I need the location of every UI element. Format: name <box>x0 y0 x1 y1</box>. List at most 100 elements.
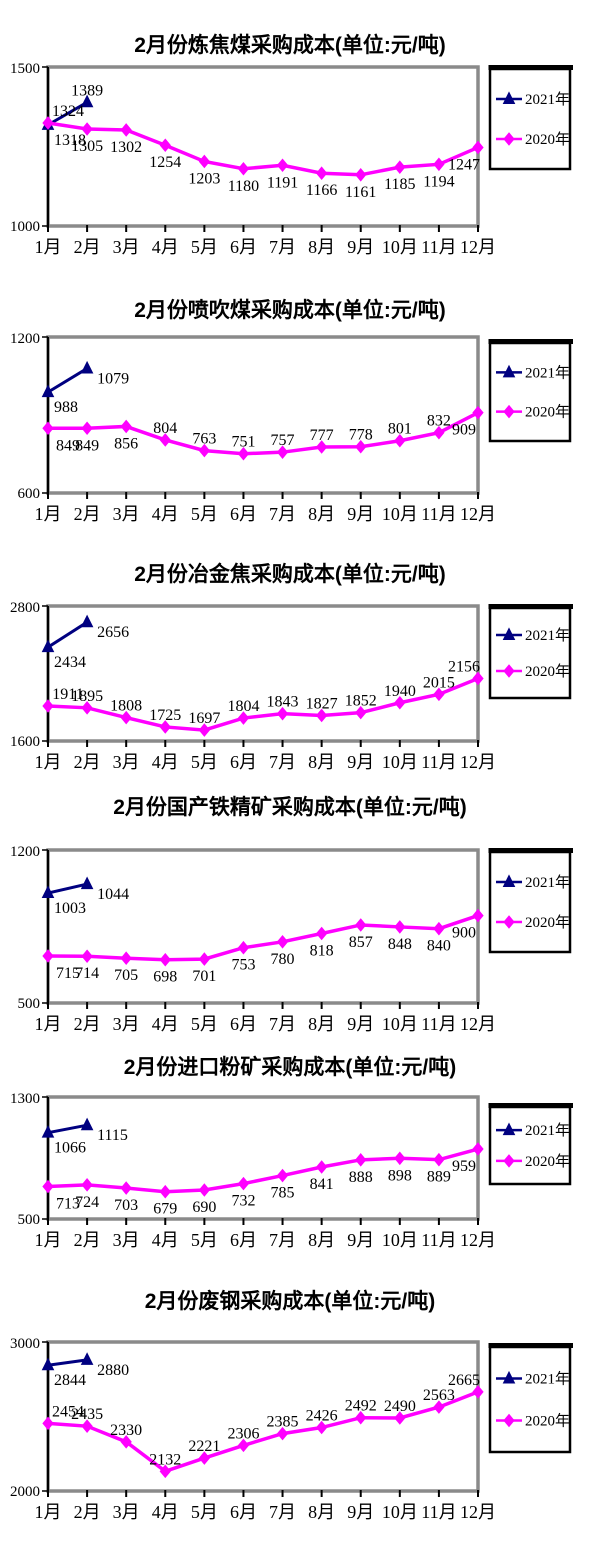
data-label: 777 <box>310 427 334 444</box>
x-axis-label: 11月 <box>421 504 456 524</box>
series-2020-line <box>48 411 479 456</box>
data-label: 2156 <box>448 658 480 675</box>
x-axis-label: 1月 <box>35 1502 62 1522</box>
x-axis-label: 1月 <box>35 1014 62 1034</box>
series-2021-line <box>47 1123 88 1135</box>
series-2020-marker <box>42 699 54 713</box>
chart-5: 1300 500 1月 2月 3月 4月 5月 6月 7月 8月 9月 10月 11月 12月 713724… <box>10 1091 573 1250</box>
series-2020-marker <box>120 419 132 434</box>
series-2020-marker <box>355 1410 367 1425</box>
data-label: 690 <box>192 1199 216 1216</box>
series-2020-marker <box>198 154 211 169</box>
series-2020-marker <box>237 446 250 461</box>
x-axis-label: 3月 <box>113 1502 140 1522</box>
x-axis-label: 2月 <box>74 237 101 257</box>
data-label: 2490 <box>384 1398 416 1415</box>
x-axis-label: 10月 <box>382 237 418 257</box>
legend-marker-triangle <box>502 1370 516 1384</box>
data-label: 2435 <box>71 1406 103 1423</box>
data-label: 1852 <box>345 693 377 710</box>
data-label: 1804 <box>227 698 259 715</box>
series-2020-marker <box>433 1152 445 1167</box>
series-2020-marker <box>237 1176 250 1191</box>
x-axis-label: 5月 <box>191 1502 218 1522</box>
y-axis-label-max: 3000 <box>10 1336 40 1352</box>
data-label: 714 <box>75 965 99 982</box>
series-2021-line <box>47 367 88 394</box>
x-axis-label: 1月 <box>35 752 62 772</box>
data-label: 705 <box>114 967 138 984</box>
series-2020-marker <box>315 440 328 454</box>
legend-box <box>488 67 572 171</box>
legend-label: 2020年 <box>525 131 570 148</box>
y-axis-label-max: 1200 <box>10 331 40 347</box>
x-axis-label: 3月 <box>113 504 140 524</box>
x-axis-label: 5月 <box>191 237 218 257</box>
data-label: 2665 <box>448 1372 480 1389</box>
legend-box <box>488 1345 572 1454</box>
series-2020-marker <box>276 445 289 459</box>
x-axis-label: 9月 <box>347 1230 374 1250</box>
series-2021-marker <box>41 1357 55 1371</box>
series-2021-marker <box>41 639 55 653</box>
series-2021-marker <box>41 1125 55 1138</box>
series-2020-marker <box>394 433 406 448</box>
x-axis-label: 10月 <box>382 1014 418 1034</box>
x-axis-label: 1月 <box>35 1230 62 1250</box>
legend-marker-triangle <box>502 627 516 640</box>
x-axis-label: 8月 <box>308 1230 335 1250</box>
series-2021-marker <box>41 384 55 398</box>
x-axis-label: 12月 <box>460 1502 496 1522</box>
x-axis-label: 9月 <box>347 752 374 772</box>
chart-title-domestic-iron-concentrate: 2月份国产铁精矿采购成本(单位:元/吨) <box>113 795 467 819</box>
data-label: 900 <box>452 925 476 942</box>
plot-area <box>46 604 480 743</box>
data-label: 898 <box>388 1167 412 1184</box>
series-2020-marker <box>159 433 171 447</box>
x-axis-label: 9月 <box>347 1014 374 1034</box>
series-2020-marker <box>433 687 445 702</box>
x-axis-label: 6月 <box>230 1014 257 1034</box>
x-axis-label: 5月 <box>191 752 218 772</box>
data-label: 763 <box>192 431 216 448</box>
x-axis-label: 7月 <box>269 1014 296 1034</box>
series-2020-marker <box>433 921 445 936</box>
data-label: 785 <box>271 1185 295 1202</box>
series-2020-marker <box>433 157 445 172</box>
series-2020-marker <box>315 166 328 180</box>
x-axis-label: 12月 <box>460 1014 496 1034</box>
data-label: 2563 <box>423 1387 455 1404</box>
data-label: 801 <box>388 421 412 438</box>
data-label: 2221 <box>188 1438 220 1455</box>
data-label: 1318 <box>54 132 86 149</box>
legend-label: 2021年 <box>525 364 570 381</box>
series-2020-marker <box>159 1464 171 1479</box>
series-2020-marker <box>81 701 93 715</box>
x-axis-label: 5月 <box>191 1230 218 1250</box>
data-label: 2426 <box>306 1408 338 1425</box>
series-2020-marker <box>433 425 445 440</box>
x-axis-label: 6月 <box>230 237 257 257</box>
data-label: 1827 <box>306 695 338 712</box>
data-label: 856 <box>114 435 138 452</box>
series-2020-marker <box>198 952 211 966</box>
data-label: 1305 <box>71 138 103 155</box>
series-2020-marker <box>120 951 132 965</box>
data-label: 1302 <box>110 139 142 156</box>
data-label: 841 <box>310 1176 334 1193</box>
legend: 2021年 2020年 <box>488 1103 573 1186</box>
data-label: 2330 <box>110 1422 142 1439</box>
data-label: 1161 <box>345 184 376 201</box>
series-2021-marker <box>80 360 94 374</box>
data-label: 701 <box>192 968 216 985</box>
legend-label: 2021年 <box>525 874 570 891</box>
data-label: 832 <box>427 413 451 430</box>
series-2020-marker <box>120 710 132 725</box>
legend-label: 2021年 <box>525 1122 570 1139</box>
series-2020-marker <box>315 926 328 941</box>
series-2020-marker <box>198 1451 211 1465</box>
data-label: 1911 <box>52 686 83 703</box>
